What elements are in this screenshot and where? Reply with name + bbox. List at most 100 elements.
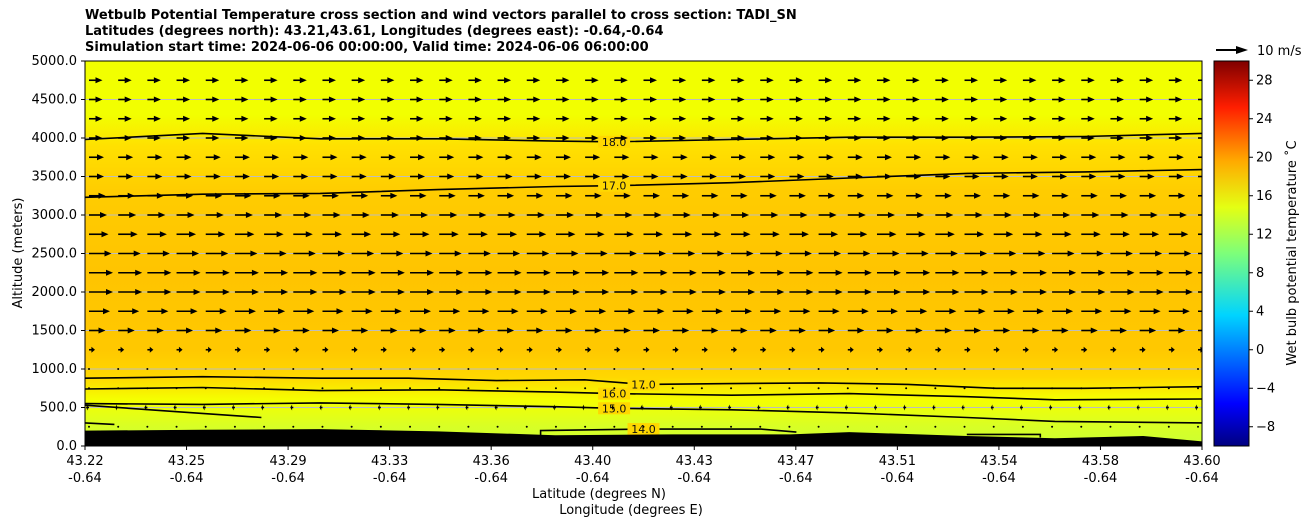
wind-arrow	[264, 192, 281, 199]
wind-arrow-head	[412, 346, 417, 353]
wind-arrow	[377, 404, 381, 411]
x-tick-label-longitude: -0.64	[881, 471, 915, 486]
wind-arrow-head	[660, 289, 668, 295]
wind-arrow	[525, 425, 528, 428]
wind-arrow	[1081, 327, 1098, 334]
wind-arrow	[789, 212, 808, 218]
wind-arrow	[351, 250, 375, 257]
wind-arrow	[672, 77, 687, 84]
wind-arrow	[1168, 289, 1193, 295]
wind-arrow	[146, 387, 149, 390]
wind-arrow	[1081, 96, 1095, 103]
wind-arrow-dot	[525, 368, 528, 370]
wind-arrow	[205, 154, 221, 161]
wind-arrow-head	[1078, 404, 1081, 411]
wind-arrow	[322, 154, 338, 161]
wind-arrow	[467, 387, 470, 390]
wind-arrow	[1022, 327, 1040, 334]
wind-arrow-head	[961, 404, 964, 411]
wind-arrow-head	[135, 269, 143, 276]
wind-arrow-head	[419, 192, 427, 199]
wind-arrow	[147, 96, 161, 103]
wind-arrow-head	[1149, 327, 1157, 334]
wind-arrow-head	[95, 96, 103, 103]
wind-arrow-head	[441, 346, 446, 353]
wind-arrow-dot	[963, 425, 966, 428]
wind-arrow-head	[766, 135, 774, 141]
wind-arrow-head	[221, 250, 229, 257]
wind-arrow-head	[245, 212, 253, 218]
wind-arrow	[118, 269, 143, 276]
wind-arrow-head	[1029, 115, 1037, 122]
wind-arrow-head	[270, 96, 278, 103]
wind-arrow	[585, 192, 602, 199]
wind-arrow	[847, 115, 862, 122]
wind-arrow	[906, 115, 920, 122]
wind-arrow	[731, 173, 747, 180]
wind-arrow	[643, 77, 657, 84]
wind-arrow	[322, 308, 344, 315]
wind-arrow-dot	[554, 425, 557, 428]
wind-arrow	[1198, 252, 1202, 255]
wind-arrow-head	[387, 96, 395, 103]
wind-arrow	[234, 327, 252, 334]
wind-arrow-head	[966, 346, 971, 353]
wind-arrow	[1139, 173, 1155, 180]
wind-arrow-head	[1116, 96, 1124, 103]
contour-label-bg	[627, 423, 660, 436]
wind-arrow-head	[153, 115, 161, 122]
wind-arrow	[611, 404, 615, 411]
wind-arrow	[844, 404, 848, 411]
wind-arrow	[582, 404, 586, 411]
wind-arrow-head	[241, 115, 249, 122]
wind-arrow	[322, 192, 339, 199]
wind-arrow-dot	[963, 368, 966, 370]
wind-arrow-head	[394, 308, 402, 315]
wind-arrow-dot	[759, 387, 762, 390]
colorbar-tick-label: 20	[1256, 150, 1273, 165]
wind-arrow-head	[709, 173, 717, 180]
wind-arrow-dot	[233, 368, 236, 370]
wind-arrow	[671, 368, 674, 370]
wind-arrow	[731, 135, 745, 141]
wind-arrow-head	[1038, 250, 1046, 257]
wind-arrow-head	[124, 115, 132, 122]
wind-arrow-head	[483, 250, 491, 257]
wind-arrow-head	[504, 96, 512, 103]
wind-arrow-head	[295, 346, 300, 353]
wind-arrow	[614, 154, 630, 161]
wind-arrow	[789, 135, 803, 141]
wind-arrow	[234, 250, 258, 257]
wind-arrow-head	[248, 308, 256, 315]
wind-arrow	[935, 154, 951, 161]
wind-arrow	[205, 77, 220, 84]
wind-arrow	[731, 231, 751, 238]
x-axis: 43.22-0.6443.25-0.6443.29-0.6443.33-0.64…	[66, 446, 1221, 486]
wind-arrow-head	[757, 404, 760, 411]
wind-arrow	[1022, 231, 1043, 238]
wind-arrow	[526, 289, 551, 295]
wind-arrow	[1051, 368, 1054, 370]
wind-arrow	[439, 250, 462, 257]
wind-arrow-head	[299, 77, 307, 84]
wind-arrow	[818, 250, 842, 257]
wind-arrow	[760, 135, 774, 141]
wind-arrow-head	[237, 346, 241, 353]
wind-arrow	[261, 404, 265, 411]
wind-arrow-head	[129, 212, 137, 218]
wind-arrow-dot	[204, 368, 207, 370]
wind-arrow-head	[302, 327, 310, 334]
wind-arrow	[1110, 308, 1132, 315]
wind-arrow	[1167, 387, 1170, 390]
wind-arrow-head	[1000, 115, 1008, 122]
wind-arrow-head	[124, 135, 132, 141]
x-tick-label-latitude: 43.54	[980, 454, 1017, 469]
wind-arrow	[322, 289, 347, 295]
wind-arrow-head	[659, 250, 666, 257]
wind-arrow-head	[708, 115, 716, 122]
wind-arrow-head	[330, 154, 338, 161]
wind-arrow-head	[1208, 193, 1215, 199]
wind-arrow	[1109, 387, 1112, 390]
contour-label-bg	[598, 387, 631, 400]
wind-arrow	[614, 173, 630, 180]
